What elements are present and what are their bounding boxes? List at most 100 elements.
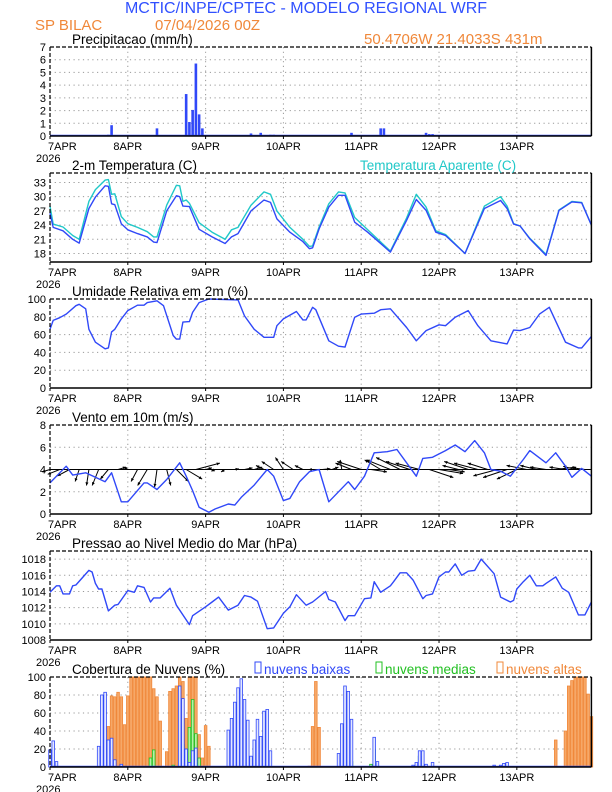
bar [96,745,101,768]
bar [148,676,153,768]
wind-arrow [429,469,454,478]
x-tick-label: 8APR [113,267,142,279]
x-tick-label: 7APR [48,267,77,279]
bar [191,109,194,136]
bar [184,748,188,768]
x-tick-label: 7APR [48,141,77,153]
y-tick-label: 60 [34,708,46,720]
panel-title: Cobertura de Nuvens (%) [72,662,225,677]
legend-swatch [375,661,383,674]
x-tick-label: 9APR [191,267,220,279]
bar [155,128,159,136]
bar [424,132,428,136]
wind-arrow [453,462,479,470]
y-tick-label: 40 [34,726,46,738]
wind-arrow [255,465,265,470]
x-tick-label: 9APR [191,519,220,531]
y-tick-label: 1008 [22,635,46,647]
x-tick-label: 12APR [422,267,457,279]
x-tick-label: 12APR [422,772,457,784]
x-tick-label: 9APR [191,645,220,657]
y-tick-label: 24 [34,220,46,232]
bar-series [107,63,509,136]
bar [201,128,204,136]
x-year-label: 2026 [36,153,60,165]
x-tick-label: 12APR [422,393,457,405]
bar [152,749,156,768]
bar [109,737,114,768]
header-title: MCTIC/INPE/CPTEC - MODELO REGIONAL WRF [125,0,487,17]
bar [249,133,253,136]
y-tick-label: 100 [28,294,46,306]
bar [262,710,266,768]
bar [317,727,321,768]
y-tick-label: 6 [40,55,46,67]
y-tick-label: 1016 [22,570,46,582]
y-tick-label: 100 [28,672,46,684]
wind-arrow [444,461,469,470]
bar [583,676,587,768]
bar [135,676,140,768]
x-year-label: 2026 [36,531,60,543]
x-tick-label: 8APR [113,772,142,784]
x-tick-label: 11APR [344,393,378,405]
bar [197,757,201,768]
y-tick-label: 8 [40,420,46,432]
wind-arrow [99,469,109,480]
panel-title: 2-m Temperatura (C) [72,158,197,173]
line-series-main [49,558,593,630]
wind-vectors [41,457,592,488]
y-tick-label: 2 [40,106,46,118]
bar [155,696,159,768]
bar [132,676,136,768]
x-tick-label: 11APR [344,645,378,657]
bar [567,685,571,768]
y-tick-label: 0 [40,762,46,774]
bar [194,747,198,768]
x-year-label: 2026 [36,405,60,417]
bar [310,726,315,768]
x-tick-label: 10APR [266,141,301,153]
y-tick-label: 1018 [22,554,46,566]
x-tick-label: 7APR [48,519,77,531]
bar [229,718,234,768]
y-tick-label: 0 [40,383,46,395]
bar [350,132,353,136]
x-year-label: 2026 [36,784,60,792]
bar [103,691,107,768]
wind-arrow [41,469,51,473]
bar [139,676,143,768]
legend-label: nuvens medias [385,662,476,677]
wind-arrow [337,461,362,470]
x-tick-label: 8APR [113,645,142,657]
x-tick-label: 12APR [422,141,457,153]
y-tick-label: 7 [40,42,46,54]
wind-arrow [438,469,464,475]
bar [126,695,130,768]
wind-arrow [137,469,148,486]
bar [417,750,422,768]
x-year-label: 2026 [36,279,60,291]
x-tick-label: 9APR [191,772,220,784]
x-tick-label: 11APR [344,772,378,784]
bar [249,755,253,768]
bar [259,132,263,136]
wind-arrow [130,469,138,482]
bar [194,63,198,136]
x-tick-label: 10APR [266,267,301,279]
bar [148,757,153,768]
panel-title: Precipitacao (mm/h) [72,32,193,47]
y-tick-label: 80 [34,690,46,702]
x-tick-label: 11APR [344,141,378,153]
bar [239,678,243,768]
bar [174,685,179,768]
y-tick-label: 0 [40,131,46,143]
bar [187,727,192,768]
bar [252,739,256,768]
wind-arrow [385,461,411,470]
line-series-temperatura-aparente-c- [49,178,593,256]
y-tick-label: 33 [34,177,46,189]
legend-item-nuvens-medias: nuvens medias [375,661,476,677]
bar [576,676,581,768]
